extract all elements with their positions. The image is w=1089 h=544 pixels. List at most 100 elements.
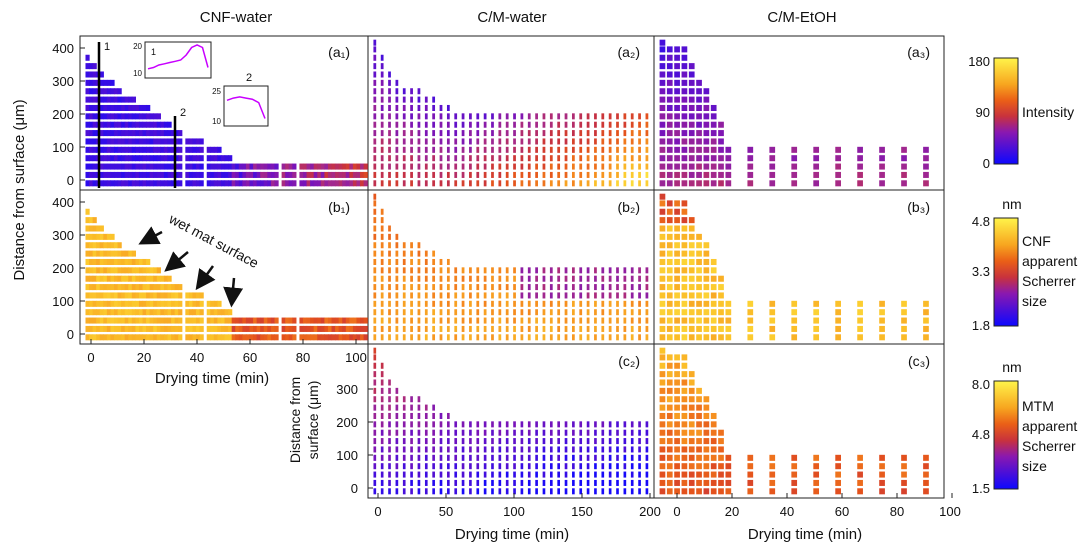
heatmap-cell [535, 463, 538, 470]
heatmap-cell [432, 309, 436, 316]
heatmap-cell [217, 325, 222, 332]
heatmap-cell [638, 292, 641, 299]
heatmap-cell [498, 300, 502, 307]
heatmap-cell [432, 104, 436, 111]
heatmap-cell [89, 180, 94, 187]
heatmap-cell [373, 446, 377, 453]
heatmap-cell [121, 292, 126, 299]
heatmap-cell [469, 180, 472, 187]
heatmap-cell [557, 113, 561, 120]
heatmap-cell [373, 113, 377, 120]
heatmap-cell [498, 267, 502, 274]
heatmap-cell [224, 325, 229, 332]
heatmap-cell [454, 479, 458, 486]
heatmap-cell [352, 171, 358, 178]
heatmap-cell [638, 309, 641, 316]
heatmap-cell [85, 171, 90, 178]
heatmap-cell [608, 275, 612, 282]
heatmap-cell [117, 284, 122, 291]
heatmap-cell [263, 163, 268, 170]
ytick-label: 100 [52, 140, 74, 155]
heatmap-cell [85, 138, 90, 145]
heatmap-cell [92, 104, 97, 111]
heatmap-cell [163, 146, 169, 153]
heatmap-cell [128, 171, 133, 178]
heatmap-cell [616, 325, 619, 332]
heatmap-cell [483, 429, 487, 436]
heatmap-cell [616, 113, 619, 120]
heatmap-cell [674, 88, 680, 95]
heatmap-cell [142, 146, 147, 153]
heatmap-cell [791, 488, 798, 495]
heatmap-cell [769, 180, 776, 187]
heatmap-cell [131, 325, 137, 332]
heatmap-cell [274, 180, 279, 187]
heatmap-cell [666, 362, 673, 369]
heatmap-cell [747, 171, 754, 178]
heatmap-cell [217, 155, 222, 162]
heatmap-cell [402, 438, 406, 445]
heatmap-cell [439, 412, 443, 419]
heatmap-cell [117, 121, 122, 128]
heatmap-cell [527, 163, 531, 170]
heatmap-cell [645, 421, 649, 428]
heatmap-cell [557, 309, 561, 316]
heatmap-cell [491, 463, 494, 470]
heatmap-cell [527, 155, 531, 162]
heatmap-cell [447, 463, 450, 470]
heatmap-cell [491, 138, 494, 145]
heatmap-cell [476, 130, 480, 137]
heatmap-cell [446, 180, 450, 187]
heatmap-cell [461, 113, 465, 120]
heatmap-cell [623, 138, 627, 145]
heatmap-cell [89, 88, 94, 95]
heatmap-cell [901, 146, 907, 153]
heatmap-cell [224, 180, 229, 187]
heatmap-cell [410, 317, 413, 324]
heatmap-cell [121, 130, 126, 137]
heatmap-cell [594, 309, 597, 316]
heatmap-cell [645, 325, 649, 332]
heatmap-cell [99, 146, 104, 153]
heatmap-cell [505, 300, 509, 307]
heatmap-cell [439, 300, 443, 307]
heatmap-cell [256, 334, 261, 341]
heatmap-cell [356, 163, 361, 170]
heatmap-cell [360, 334, 365, 341]
heatmap-cell [594, 479, 597, 486]
heatmap-cell [146, 146, 151, 153]
heatmap-cell [220, 317, 226, 324]
heatmap-cell [106, 138, 112, 145]
heatmap-cell [549, 309, 553, 316]
heatmap-cell [483, 155, 487, 162]
heatmap-cell [579, 155, 583, 162]
heatmap-cell [476, 300, 480, 307]
heatmap-cell [146, 163, 151, 170]
heatmap-cell [417, 258, 421, 265]
heatmap-cell [146, 292, 151, 299]
heatmap-cell [835, 300, 841, 307]
heatmap-cell [217, 300, 222, 307]
heatmap-cell [666, 155, 673, 162]
colorbar-unit: nm [1002, 359, 1021, 375]
heatmap-cell [696, 180, 702, 187]
heatmap-cell [579, 284, 583, 291]
heatmap-cell [505, 284, 509, 291]
heatmap-cell [520, 438, 524, 445]
heatmap-cell [469, 317, 472, 324]
heatmap-cell [432, 96, 436, 103]
heatmap-cell [461, 309, 465, 316]
heatmap-cell [542, 130, 546, 137]
heatmap-cell [380, 96, 384, 103]
heatmap-cell [659, 387, 666, 394]
heatmap-cell [135, 155, 140, 162]
heatmap-cell [769, 479, 776, 486]
heatmap-cell [388, 225, 391, 232]
heatmap-cell [513, 138, 516, 145]
heatmap-cell [395, 275, 399, 282]
heatmap-cell [659, 325, 666, 332]
heatmap-cell [659, 225, 666, 232]
heatmap-cell [135, 258, 140, 265]
heatmap-cell [106, 334, 112, 341]
heatmap-cell [557, 325, 561, 332]
